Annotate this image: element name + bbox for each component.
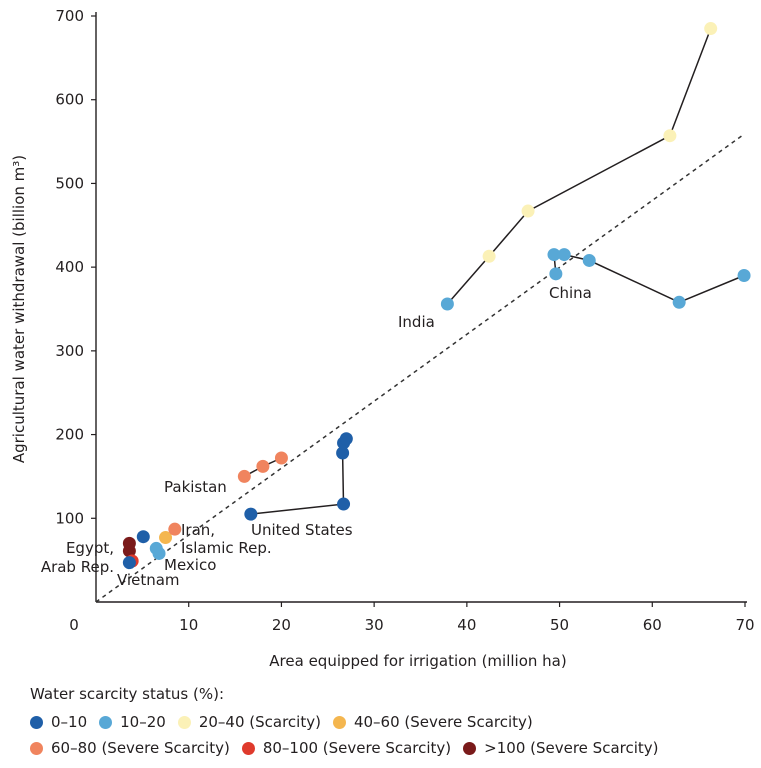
legend-item: 20–40 (Scarcity) bbox=[177, 713, 321, 731]
legend-label: 40–60 (Severe Scarcity) bbox=[353, 713, 533, 731]
legend-dot-icon bbox=[332, 715, 346, 729]
x-tick-label: 30 bbox=[365, 616, 384, 634]
x-tick-label: 10 bbox=[179, 616, 198, 634]
legend-dot-icon bbox=[241, 741, 255, 755]
legend-item: 60–80 (Severe Scarcity) bbox=[30, 739, 230, 757]
data-point bbox=[704, 22, 718, 36]
data-point bbox=[582, 253, 596, 267]
data-point bbox=[274, 451, 288, 465]
data-point bbox=[521, 204, 535, 218]
data-point bbox=[482, 249, 496, 263]
legend-dot-icon bbox=[99, 715, 113, 729]
legend-label: 20–40 (Scarcity) bbox=[198, 713, 321, 731]
data-point bbox=[159, 531, 173, 545]
y-tick-label: 400 bbox=[55, 258, 84, 276]
country-label: India bbox=[398, 313, 435, 331]
tick-labels: 0 10 20 30 40 50 60 70 100 200 300 400 500 600 700 bbox=[55, 7, 754, 634]
legend: Water scarcity status (%): 0–10 10–20 20… bbox=[30, 685, 671, 761]
data-point bbox=[152, 546, 166, 560]
y-tick-label: 500 bbox=[55, 174, 84, 192]
axes bbox=[91, 12, 747, 607]
reference-line bbox=[95, 134, 744, 603]
country-label: China bbox=[549, 284, 592, 302]
data-point bbox=[337, 497, 351, 511]
data-point bbox=[549, 267, 563, 281]
country-label: Iran, bbox=[181, 521, 215, 539]
legend-item: >100 (Severe Scarcity) bbox=[463, 739, 659, 757]
x-tick-label: 0 bbox=[69, 616, 79, 634]
legend-item: 80–100 (Severe Scarcity) bbox=[241, 739, 452, 757]
country-label: Egypt, bbox=[66, 539, 114, 557]
country-labels: India China United States Pakistan Iran,Isla… bbox=[41, 284, 592, 589]
legend-item: 0–10 bbox=[30, 713, 87, 731]
x-tick-label: 50 bbox=[550, 616, 569, 634]
legend-label: 60–80 (Severe Scarcity) bbox=[51, 739, 230, 757]
data-point bbox=[336, 446, 350, 460]
data-point bbox=[672, 295, 686, 309]
y-tick-label: 600 bbox=[55, 91, 84, 109]
data-point bbox=[547, 248, 561, 262]
x-tick-label: 20 bbox=[272, 616, 291, 634]
data-point bbox=[136, 530, 150, 544]
y-tick-label: 300 bbox=[55, 342, 84, 360]
x-tick-label: 40 bbox=[457, 616, 476, 634]
x-tick-label: 70 bbox=[735, 616, 754, 634]
country-label: Islamic Rep. bbox=[181, 539, 272, 557]
legend-label: 80–100 (Severe Scarcity) bbox=[262, 739, 452, 757]
country-label: Pakistan bbox=[164, 478, 227, 496]
data-point bbox=[440, 297, 454, 311]
data-point bbox=[122, 544, 136, 558]
data-point bbox=[256, 459, 270, 473]
data-point bbox=[237, 469, 251, 483]
series-line-india bbox=[446, 28, 712, 305]
legend-label: >100 (Severe Scarcity) bbox=[484, 739, 659, 757]
legend-dot-icon bbox=[30, 715, 43, 729]
legend-dot-icon bbox=[463, 741, 477, 755]
data-point bbox=[663, 129, 677, 143]
legend-label: 0–10 bbox=[51, 713, 88, 731]
data-point bbox=[737, 269, 751, 283]
data-point bbox=[244, 507, 258, 521]
legend-title: Water scarcity status (%): bbox=[30, 685, 225, 703]
y-tick-label: 100 bbox=[55, 509, 84, 527]
data-point bbox=[557, 248, 571, 262]
series-line-united-states bbox=[250, 438, 347, 515]
legend-label: 10–20 bbox=[120, 713, 166, 731]
legend-row-2: 60–80 (Severe Scarcity) 80–100 (Severe S… bbox=[30, 735, 671, 761]
legend-row-1: 0–10 10–20 20–40 (Scarcity) 40–60 (Sever… bbox=[30, 709, 671, 735]
legend-dot-icon bbox=[30, 741, 43, 755]
data-point bbox=[122, 556, 136, 570]
country-label: Arab Rep. bbox=[41, 558, 114, 576]
y-tick-label: 700 bbox=[55, 7, 84, 25]
legend-item: 40–60 (Severe Scarcity) bbox=[332, 713, 533, 731]
data-point bbox=[168, 522, 182, 536]
scatter-chart: India China United States Pakistan Iran,Isla… bbox=[10, 7, 755, 670]
data-points bbox=[122, 22, 751, 570]
y-tick-label: 200 bbox=[55, 426, 84, 444]
x-tick-label: 60 bbox=[643, 616, 662, 634]
legend-dot-icon bbox=[177, 715, 191, 729]
reference-line-group bbox=[95, 134, 744, 603]
data-point bbox=[339, 432, 353, 446]
country-label: Vietnam bbox=[117, 571, 180, 589]
legend-item: 10–20 bbox=[99, 713, 166, 731]
country-label: Mexico bbox=[164, 556, 216, 574]
y-axis-label: Agricultural water withdrawal (billion m… bbox=[10, 155, 28, 463]
x-axis-label: Area equipped for irrigation (million ha… bbox=[269, 652, 566, 670]
country-label: United States bbox=[251, 521, 353, 539]
